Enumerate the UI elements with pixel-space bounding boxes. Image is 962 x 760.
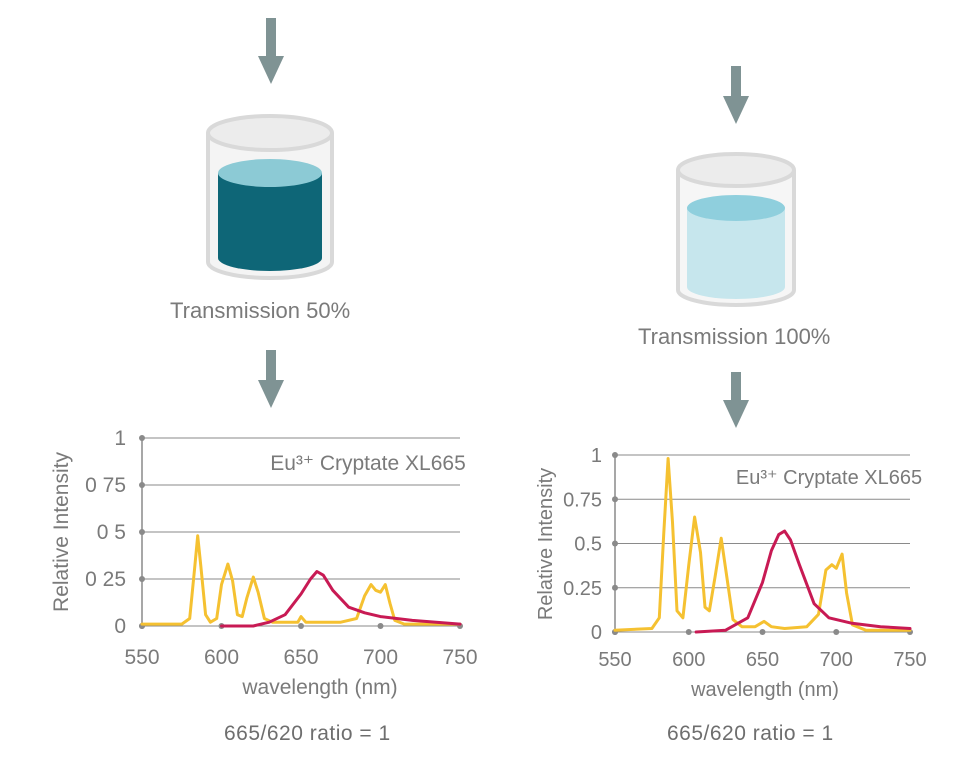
x-tick-label: 700 — [363, 646, 398, 669]
y-tick-label: 0 5 — [97, 521, 126, 544]
chart-annotation: Eu³⁺ Cryptate XL665 — [736, 467, 922, 489]
y-tick-label: 0.25 — [563, 578, 602, 600]
down-arrow-icon — [723, 66, 749, 124]
axis-dot — [298, 623, 304, 629]
chart-annotation: Eu³⁺ Cryptate XL665 — [270, 452, 466, 475]
beaker-icon — [676, 152, 796, 307]
x-tick-label: 650 — [283, 646, 318, 669]
x-tick-label: 550 — [124, 646, 159, 669]
axis-dot — [833, 629, 840, 635]
x-tick-label: 600 — [204, 646, 239, 669]
spectrum-chart-left: 0 0 25 0 5 0 75 1 550 600 650 700 750 Relative Int… — [50, 427, 478, 699]
y-axis-title: Relative Intensity — [535, 468, 557, 620]
axis-dot — [377, 623, 384, 629]
x-tick-label: 750 — [893, 649, 926, 671]
donor-emission-line — [140, 534, 462, 626]
beaker-icon — [206, 114, 334, 280]
x-tick-label: 750 — [442, 646, 477, 669]
x-tick-label: 700 — [820, 649, 853, 671]
ratio-label-left: 665/620 ratio = 1 — [224, 722, 391, 745]
x-axis-title: wavelength (nm) — [241, 676, 397, 699]
y-tick-label: 0 — [591, 622, 602, 644]
y-tick-label: 0.75 — [563, 489, 602, 511]
donor-emission-line — [613, 457, 912, 632]
ratio-label-right: 665/620 ratio = 1 — [667, 722, 834, 745]
x-tick-label: 550 — [598, 649, 631, 671]
y-axis-title: Relative Intensity — [50, 452, 73, 612]
transmission-label-left: Transmission 50% — [170, 298, 351, 323]
y-tick-label: 1 — [591, 445, 602, 467]
down-arrow-icon — [258, 18, 284, 84]
acceptor-emission-line — [694, 529, 912, 634]
spectrum-chart-right: 0 0.25 0.5 0.75 1 550 600 650 700 750 Relative Int… — [535, 445, 927, 701]
x-tick-label: 650 — [746, 649, 779, 671]
y-tick-label: 0.5 — [574, 534, 602, 556]
x-axis-title: wavelength (nm) — [690, 679, 839, 701]
transmission-label-right: Transmission 100% — [638, 324, 831, 349]
x-tick-label: 600 — [672, 649, 705, 671]
y-tick-label: 0 25 — [85, 568, 126, 591]
y-tick-label: 0 75 — [85, 474, 126, 497]
down-arrow-icon — [723, 372, 749, 428]
y-tick-label: 1 — [114, 427, 126, 450]
acceptor-emission-line — [220, 570, 462, 628]
axis-dot — [759, 629, 766, 635]
axis-dot — [685, 629, 692, 635]
down-arrow-icon — [258, 350, 284, 408]
y-tick-label: 0 — [114, 615, 126, 638]
